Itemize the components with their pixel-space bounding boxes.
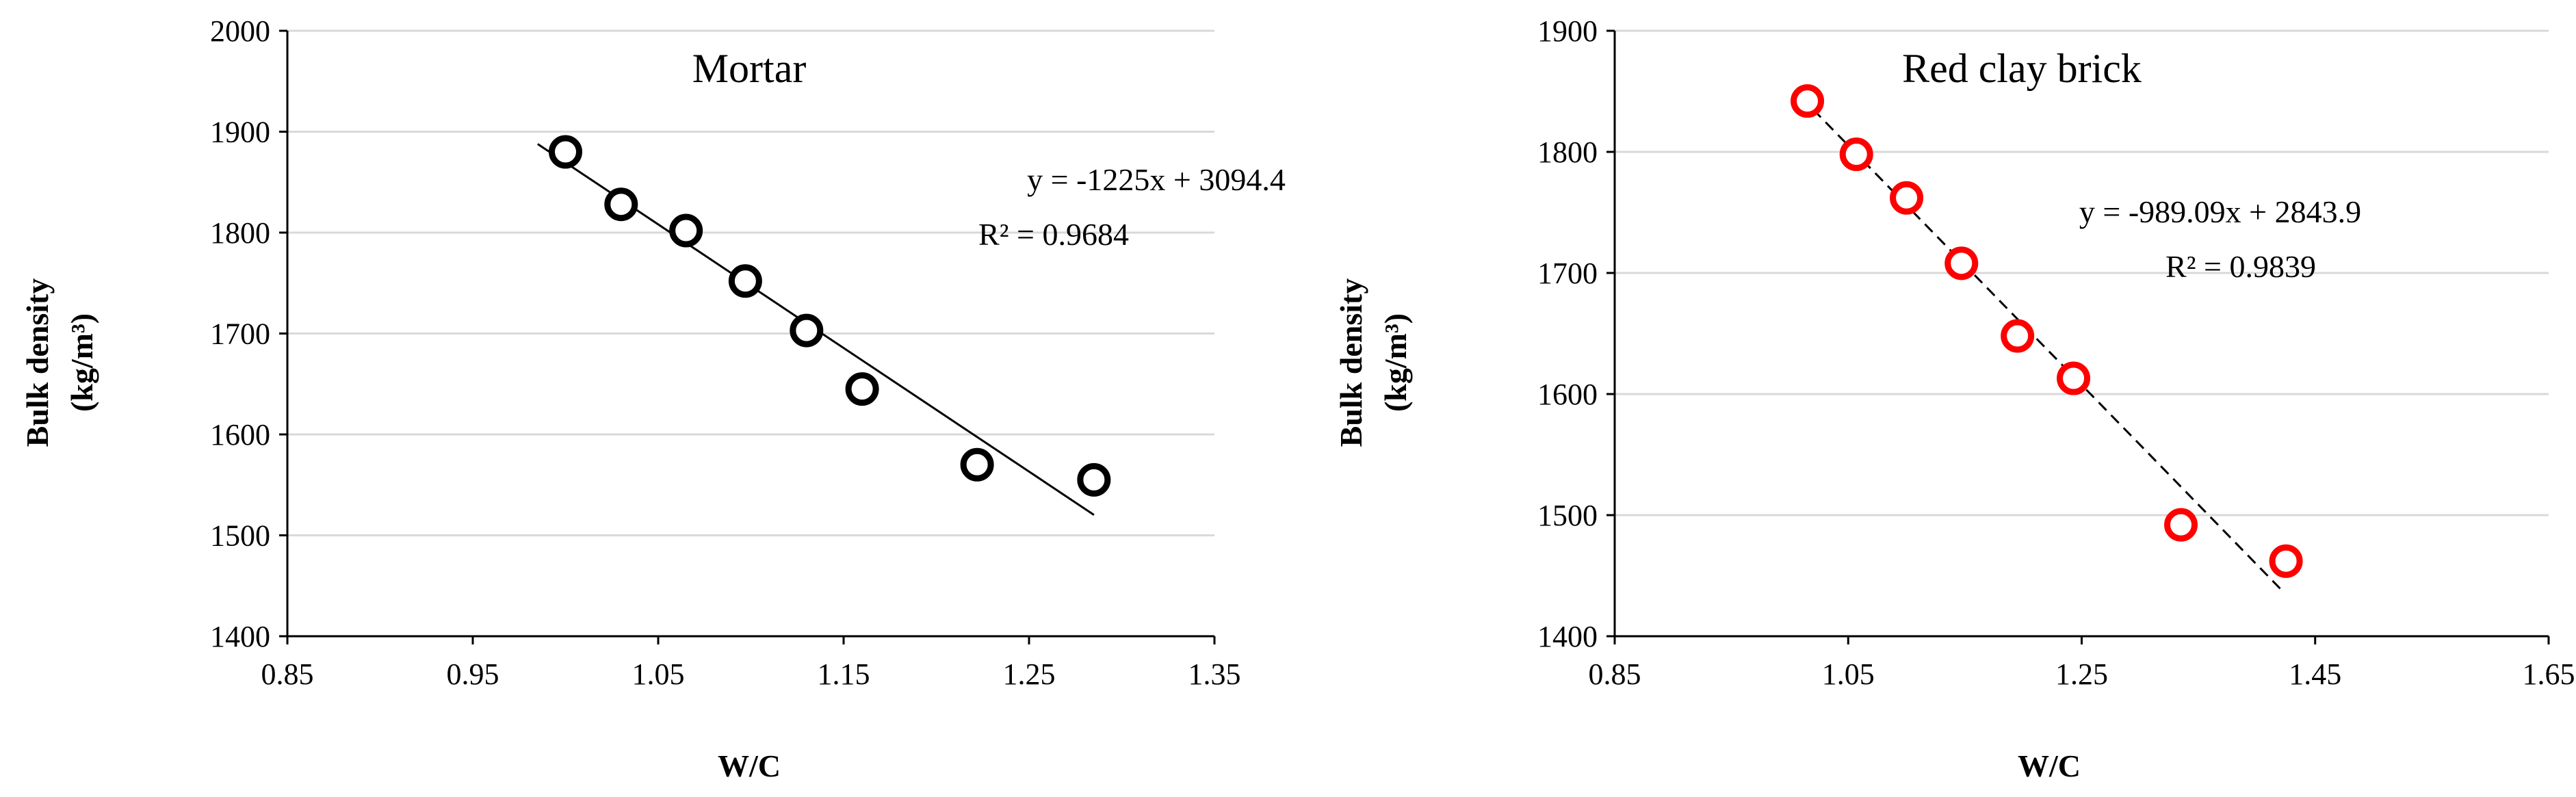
brick-gridlines xyxy=(1615,29,2549,517)
brick-y-axis-label: Bulk density (kg/m³) xyxy=(1333,278,1413,447)
brick-data-point xyxy=(2001,319,2035,353)
mortar-chart: 1400 1500 1600 1700 1800 1900 2000 0.85 0.95 1.0… xyxy=(20,14,1286,783)
mortar-r-squared: R² = 0.9684 xyxy=(978,217,1129,252)
brick-equation: y = -989.09x + 2843.9 xyxy=(2079,194,2361,229)
mortar-chart-title: Mortar xyxy=(692,46,807,91)
brick-y-tick-label: 1600 xyxy=(1537,378,1598,411)
brick-y-axis-label-line2: (kg/m³) xyxy=(1378,313,1413,412)
mortar-y-tick-label: 1800 xyxy=(210,216,270,250)
mortar-y-tick-labels: 1400 1500 1600 1700 1800 1900 2000 xyxy=(210,14,270,653)
brick-y-tick-label: 1900 xyxy=(1537,14,1598,48)
mortar-x-axis-label: W/C xyxy=(718,748,781,783)
brick-r-squared: R² = 0.9839 xyxy=(2165,249,2316,284)
mortar-x-tick-label: 1.25 xyxy=(1003,657,1056,691)
mortar-data-point xyxy=(669,213,703,248)
mortar-y-axis-label: Bulk density (kg/m³) xyxy=(20,278,99,447)
brick-x-tick-label: 0.85 xyxy=(1589,657,1641,691)
brick-y-tick-label: 1800 xyxy=(1537,135,1598,169)
mortar-data-point xyxy=(549,135,582,169)
mortar-y-tick-label: 1400 xyxy=(210,620,270,653)
mortar-data-point xyxy=(728,264,762,298)
brick-x-tick-label: 1.05 xyxy=(1822,657,1875,691)
red-clay-brick-chart: 1400 1500 1600 1700 1800 1900 0.85 1.05 1.25 1.4… xyxy=(1333,14,2575,783)
mortar-y-tick-label: 1600 xyxy=(210,418,270,452)
mortar-x-tick-label: 1.15 xyxy=(818,657,870,691)
mortar-axes xyxy=(279,29,1216,644)
mortar-data-points xyxy=(549,135,1111,497)
mortar-gridlines xyxy=(287,29,1214,536)
brick-y-tick-label: 1400 xyxy=(1537,620,1598,653)
mortar-x-tick-label: 0.85 xyxy=(261,657,314,691)
mortar-y-tick-label: 1900 xyxy=(210,116,270,149)
mortar-equation: y = -1225x + 3094.4 xyxy=(1027,162,1286,197)
mortar-data-point xyxy=(960,447,994,482)
brick-data-point xyxy=(1839,138,1873,172)
mortar-data-point xyxy=(1077,462,1111,497)
brick-x-tick-label: 1.65 xyxy=(2523,657,2575,691)
brick-data-point xyxy=(1944,246,1979,280)
brick-data-points xyxy=(1791,84,2303,578)
brick-data-point xyxy=(2164,508,2198,542)
mortar-data-point xyxy=(604,187,638,222)
mortar-data-point xyxy=(790,313,824,348)
brick-data-point xyxy=(2269,544,2303,578)
mortar-x-tick-labels: 0.85 0.95 1.05 1.15 1.25 1.35 xyxy=(261,657,1241,691)
brick-y-tick-labels: 1400 1500 1600 1700 1800 1900 xyxy=(1537,14,1598,653)
brick-y-axis-label-line1: Bulk density xyxy=(1333,278,1368,447)
brick-x-tick-label: 1.45 xyxy=(2289,657,2341,691)
brick-y-tick-label: 1500 xyxy=(1537,499,1598,532)
brick-trendline-line xyxy=(1812,108,2281,590)
mortar-x-tick-label: 0.95 xyxy=(447,657,499,691)
mortar-x-tick-label: 1.35 xyxy=(1188,657,1241,691)
brick-x-tick-label: 1.25 xyxy=(2055,657,2108,691)
mortar-data-point xyxy=(845,372,879,406)
brick-data-point xyxy=(1791,84,1825,118)
mortar-y-tick-label: 2000 xyxy=(210,14,270,48)
mortar-y-axis-label-line1: Bulk density xyxy=(20,278,55,447)
brick-x-tick-labels: 0.85 1.05 1.25 1.45 1.65 xyxy=(1589,657,2575,691)
brick-y-tick-label: 1700 xyxy=(1537,257,1598,290)
mortar-x-tick-label: 1.05 xyxy=(632,657,685,691)
brick-data-point xyxy=(2057,361,2091,395)
mortar-y-axis-label-line2: (kg/m³) xyxy=(64,313,99,412)
brick-trendline xyxy=(1812,108,2281,590)
brick-axes xyxy=(1606,29,2550,644)
mortar-y-tick-label: 1500 xyxy=(210,519,270,553)
brick-chart-title: Red clay brick xyxy=(1902,46,2142,91)
mortar-y-tick-label: 1700 xyxy=(210,317,270,351)
brick-x-axis-label: W/C xyxy=(2018,748,2081,783)
brick-data-point xyxy=(1890,181,1924,215)
